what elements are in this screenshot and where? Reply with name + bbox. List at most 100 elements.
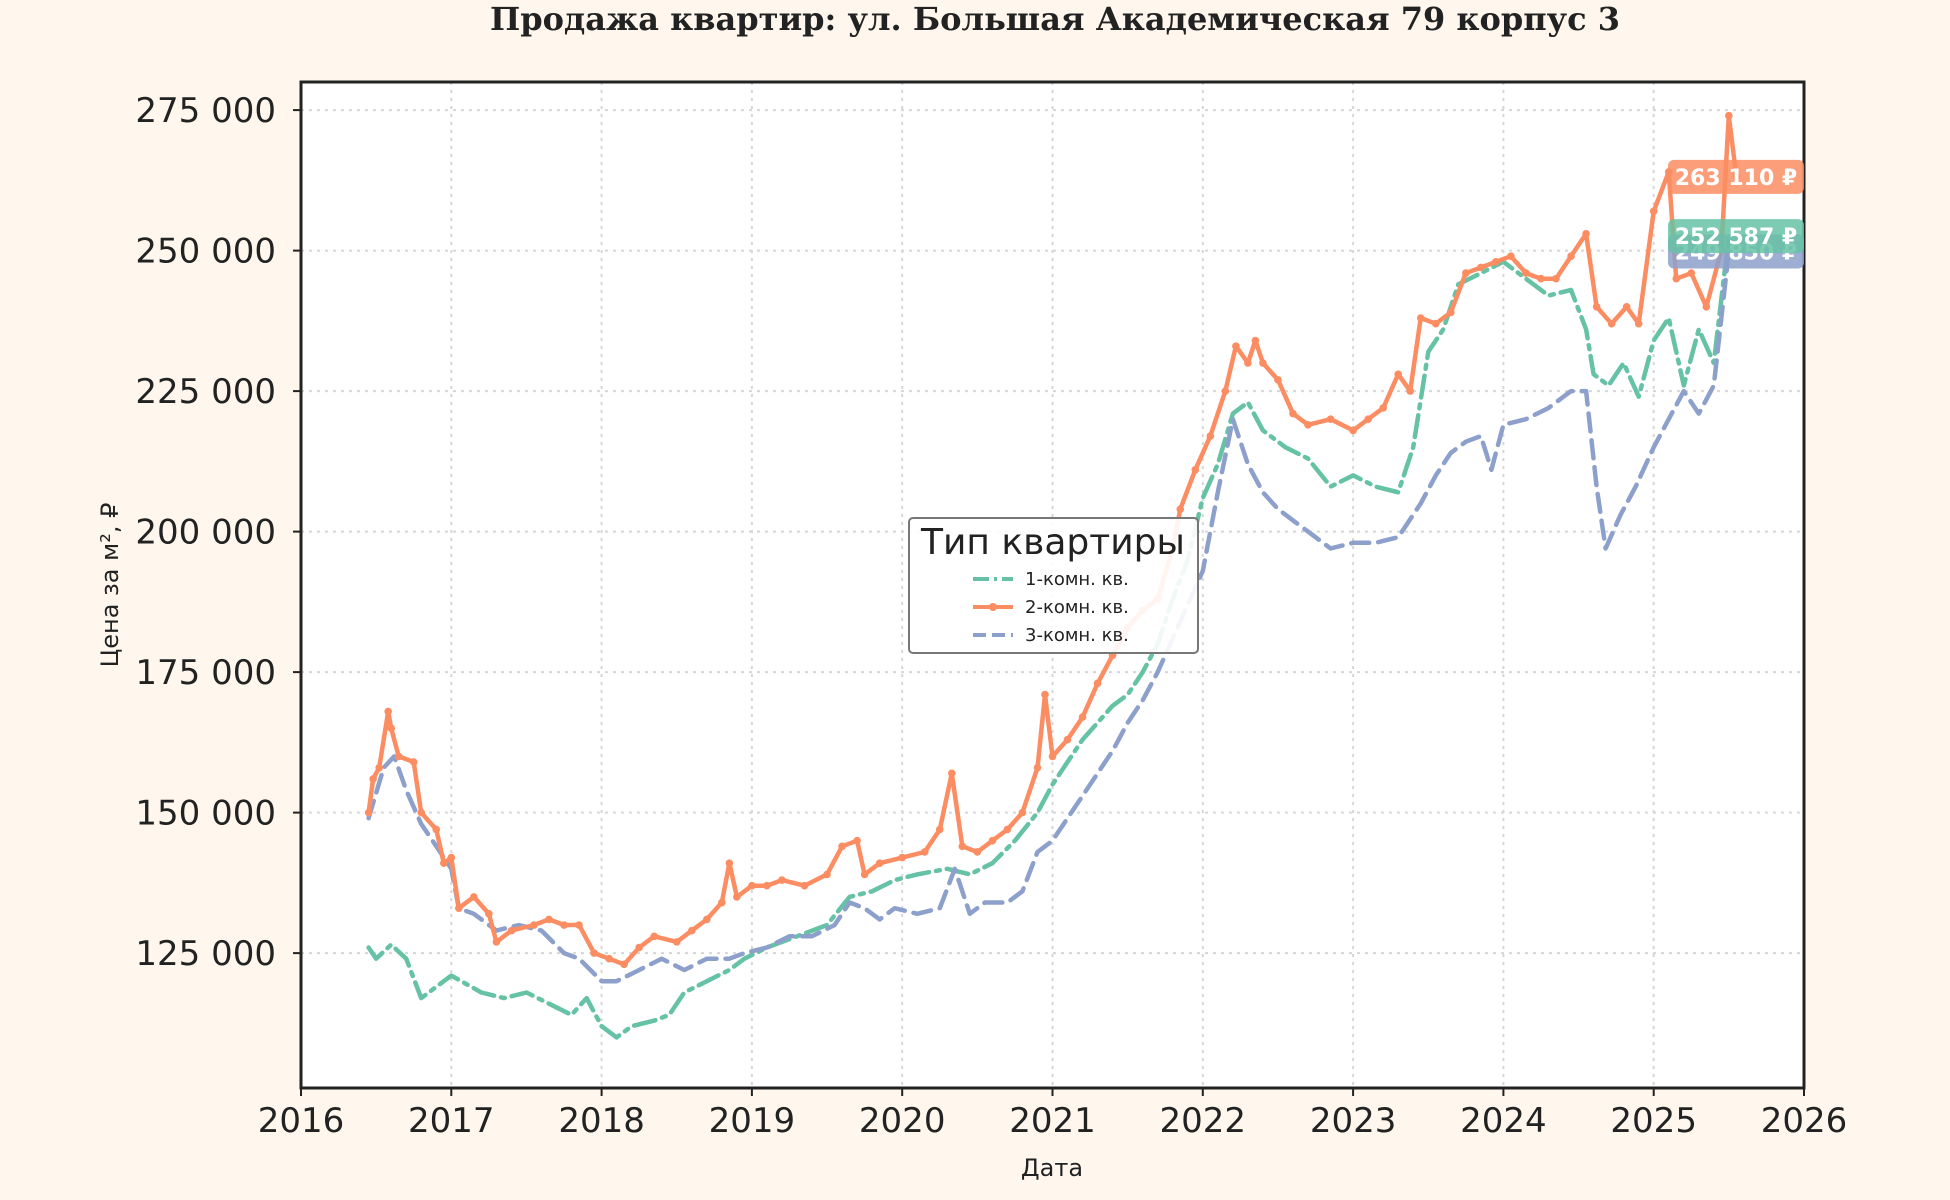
grid bbox=[300, 82, 1805, 1088]
data-point bbox=[1176, 505, 1185, 513]
x-tick-label: 2025 bbox=[1610, 1101, 1697, 1141]
data-point bbox=[1592, 303, 1601, 311]
data-point bbox=[492, 938, 501, 946]
data-point bbox=[1649, 207, 1658, 216]
series-1 bbox=[366, 233, 1732, 1040]
x-tick-label: 2017 bbox=[408, 1101, 495, 1141]
data-point bbox=[778, 876, 786, 884]
data-point bbox=[1251, 336, 1260, 345]
data-point bbox=[733, 893, 741, 901]
data-point bbox=[1259, 359, 1267, 367]
data-point bbox=[920, 848, 929, 856]
data-point bbox=[1702, 303, 1711, 311]
data-point bbox=[1607, 319, 1616, 328]
data-point bbox=[575, 921, 583, 929]
x-tick-label: 2022 bbox=[1160, 1101, 1247, 1141]
data-point bbox=[1477, 263, 1485, 272]
data-point bbox=[853, 836, 861, 845]
data-point bbox=[1033, 763, 1042, 772]
legend-title: Тип квартиры bbox=[920, 522, 1185, 563]
data-point bbox=[1431, 319, 1440, 328]
x-tick-label: 2016 bbox=[258, 1101, 345, 1141]
y-tick-label: 175 000 bbox=[135, 653, 276, 693]
legend-items: 1-комн. кв. 2-комн. кв. 3-комн. кв. bbox=[973, 569, 1129, 646]
data-point bbox=[935, 825, 944, 834]
legend-item-2: 2-комн. кв. bbox=[973, 597, 1129, 618]
data-point bbox=[590, 949, 598, 957]
data-point bbox=[672, 938, 681, 946]
series-layer bbox=[364, 111, 1741, 1040]
y-axis-label: Цена за м², ₽ bbox=[96, 503, 124, 668]
data-point bbox=[650, 932, 659, 941]
data-point bbox=[1462, 269, 1470, 277]
data-point bbox=[635, 943, 643, 952]
data-point bbox=[1582, 229, 1590, 238]
data-point bbox=[1063, 735, 1072, 744]
data-point bbox=[1446, 308, 1455, 317]
data-point bbox=[973, 848, 982, 856]
data-point bbox=[958, 842, 967, 851]
data-point bbox=[605, 954, 613, 963]
data-point bbox=[1244, 359, 1252, 367]
data-point bbox=[439, 859, 448, 867]
end-label-1: 252 587 ₽ bbox=[1668, 219, 1804, 254]
y-tick-label: 275 000 bbox=[135, 91, 276, 131]
data-point bbox=[1379, 404, 1387, 412]
data-point bbox=[1304, 421, 1312, 429]
data-point bbox=[1672, 274, 1681, 283]
data-point bbox=[394, 752, 403, 761]
data-point bbox=[1364, 415, 1372, 424]
x-tick-label: 2023 bbox=[1310, 1101, 1397, 1141]
data-point bbox=[687, 926, 696, 935]
data-point bbox=[1507, 252, 1515, 261]
data-point bbox=[485, 909, 493, 918]
data-point bbox=[1634, 319, 1643, 328]
chart-title: Продажа квартир: ул. Большая Академическ… bbox=[490, 0, 1620, 38]
data-point bbox=[507, 926, 516, 935]
data-point bbox=[369, 775, 377, 783]
data-point bbox=[530, 921, 538, 929]
data-point bbox=[898, 853, 906, 862]
data-point bbox=[763, 881, 771, 890]
data-point bbox=[748, 881, 756, 890]
data-point bbox=[1289, 409, 1297, 418]
data-point bbox=[1078, 713, 1087, 721]
end-labels: 249 850 ₽263 110 ₽252 587 ₽ bbox=[1668, 159, 1804, 269]
series-line bbox=[366, 233, 1732, 1040]
data-point bbox=[1552, 274, 1560, 283]
end-label-box bbox=[1668, 159, 1804, 194]
data-point bbox=[838, 842, 846, 851]
data-point bbox=[1349, 426, 1357, 435]
data-point bbox=[1406, 387, 1415, 395]
x-tick-label: 2018 bbox=[558, 1101, 645, 1141]
data-point bbox=[1622, 303, 1631, 311]
data-point bbox=[1093, 679, 1102, 688]
data-point bbox=[545, 915, 553, 924]
y-tick-label: 225 000 bbox=[135, 372, 276, 412]
series-3 bbox=[366, 249, 1732, 984]
x-tick-label: 2024 bbox=[1460, 1101, 1547, 1141]
data-point bbox=[1326, 415, 1335, 424]
data-point bbox=[1725, 111, 1733, 120]
data-point bbox=[1003, 825, 1012, 834]
data-point bbox=[1416, 314, 1425, 322]
data-point bbox=[1394, 370, 1402, 379]
y-tick-label: 250 000 bbox=[135, 232, 276, 272]
end-label-2: 263 110 ₽ bbox=[1668, 159, 1804, 194]
legend-marker bbox=[989, 603, 997, 611]
data-point bbox=[1048, 752, 1057, 761]
data-point bbox=[1492, 258, 1500, 266]
data-point bbox=[1191, 465, 1200, 474]
legend-label: 2-комн. кв. bbox=[1025, 597, 1129, 618]
legend-item-1: 1-комн. кв. bbox=[973, 569, 1129, 590]
data-point bbox=[447, 853, 456, 862]
data-point bbox=[375, 763, 383, 772]
x-tick-label: 2019 bbox=[709, 1101, 796, 1141]
data-point bbox=[988, 836, 997, 845]
x-tick-label: 2026 bbox=[1761, 1101, 1848, 1141]
legend-label: 1-комн. кв. bbox=[1025, 569, 1129, 590]
data-point bbox=[417, 808, 426, 817]
data-point bbox=[718, 898, 726, 907]
data-point bbox=[560, 921, 568, 929]
